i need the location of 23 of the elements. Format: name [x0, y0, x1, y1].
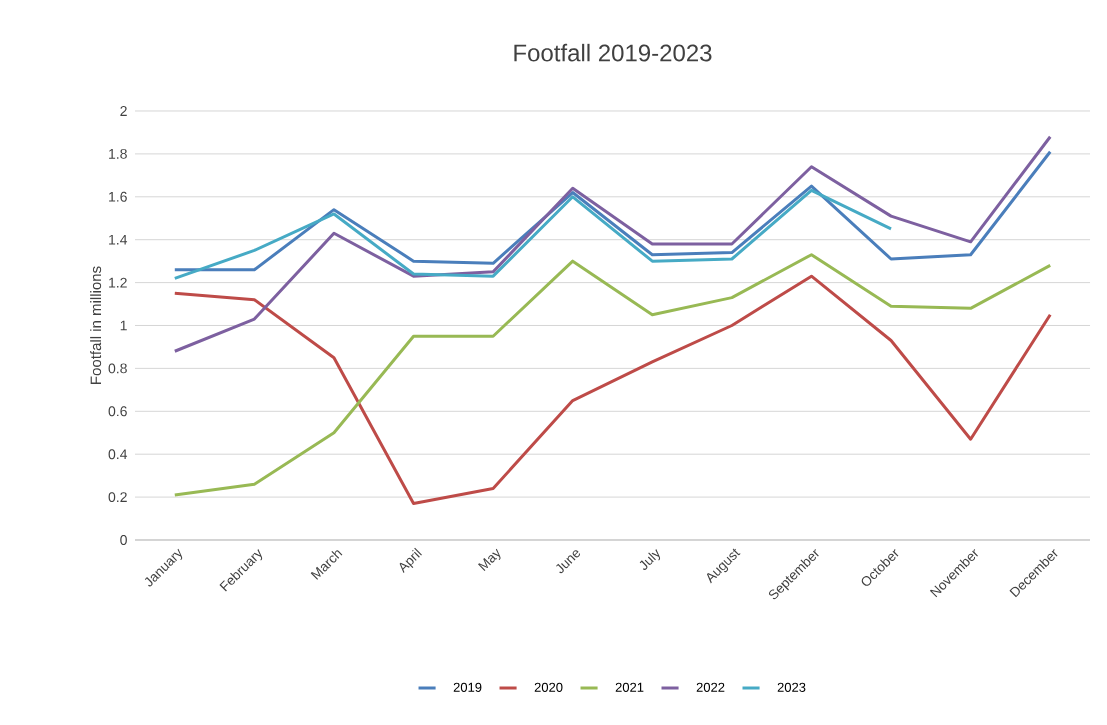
- y-tick-label: 1.6: [109, 191, 127, 202]
- y-tick-label: 0.6: [108, 406, 127, 417]
- x-tick-label: May: [478, 548, 501, 571]
- legend-label: 2020: [534, 682, 563, 692]
- legend-label: 2022: [696, 682, 725, 692]
- y-tick-label: 0.4: [108, 449, 128, 460]
- y-tick-label: 0.8: [108, 363, 127, 374]
- legend-label: 2023: [777, 682, 806, 692]
- y-tick-label: 1.2: [109, 277, 127, 288]
- line-series: [173, 188, 893, 280]
- y-tick-label: 1.8: [109, 148, 127, 159]
- y-axis-title: Footfall in millions: [90, 266, 102, 384]
- chart-title: Footfall 2019-2023: [514, 43, 712, 62]
- y-tick-label: 0: [120, 535, 127, 545]
- line-series: [173, 150, 1052, 272]
- line-series: [173, 135, 1052, 353]
- x-tick-label: July: [639, 549, 661, 570]
- y-tick-label: 0.2: [108, 492, 127, 503]
- y-tick-label: 2: [120, 106, 127, 116]
- legend-label: 2021: [615, 682, 644, 692]
- y-tick-label: 1.4: [109, 234, 128, 245]
- y-tick-label: 1: [120, 320, 127, 331]
- legend-label: 2019: [453, 682, 482, 692]
